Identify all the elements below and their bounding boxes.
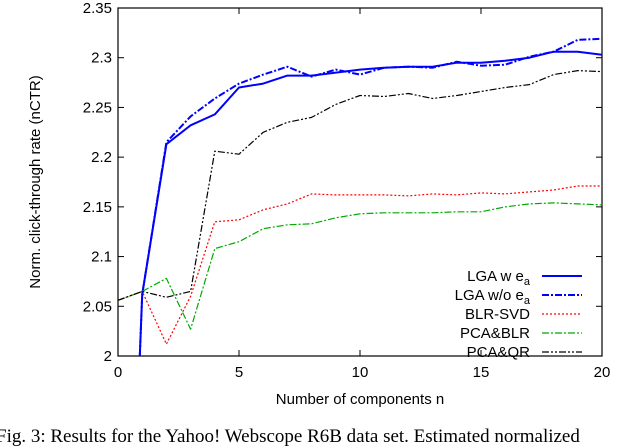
y-axis-label: Norm. click-through rate (nCTR)	[27, 75, 44, 288]
legend-label-4: PCA&QR	[467, 344, 531, 361]
legend-label-1: LGA w/o ea	[455, 287, 531, 307]
line-chart: 0 5 10 15 20 2 2.05 2.1 2.15 2.2 2.25 2.3 2.35 Numbe…	[27, 0, 611, 408]
y-tick-label: 2.2	[91, 149, 112, 166]
y-tick-label: 2.15	[83, 199, 112, 216]
legend-label-3: PCA&BLR	[460, 325, 530, 342]
x-tick-label: 15	[473, 364, 490, 381]
y-tick-label: 2.1	[91, 249, 112, 266]
series-lines	[118, 37, 602, 356]
legend-label-0: LGA w ea	[467, 268, 531, 288]
y-tick-label: 2	[104, 348, 112, 365]
y-tick-label: 2.25	[83, 99, 112, 116]
axis-ticks: 0 5 10 15 20 2 2.05 2.1 2.15 2.2 2.25 2.3 2.35	[83, 0, 611, 381]
x-axis-label: Number of components n	[276, 391, 444, 408]
x-tick-label: 10	[352, 364, 369, 381]
series-line-1	[138, 37, 602, 356]
x-tick-label: 0	[114, 364, 122, 381]
x-tick-label: 5	[235, 364, 243, 381]
series-line-2	[118, 185, 602, 345]
figure-caption: Fig. 3: Results for the Yahoo! Webscope …	[0, 426, 580, 447]
series-line-4	[118, 69, 602, 301]
y-tick-label: 2.35	[83, 0, 112, 17]
x-tick-label: 20	[594, 364, 611, 381]
y-tick-label: 2.05	[83, 298, 112, 315]
y-tick-label: 2.3	[91, 50, 112, 67]
legend-label-2: BLR-SVD	[465, 306, 530, 323]
series-line-3	[118, 202, 602, 330]
